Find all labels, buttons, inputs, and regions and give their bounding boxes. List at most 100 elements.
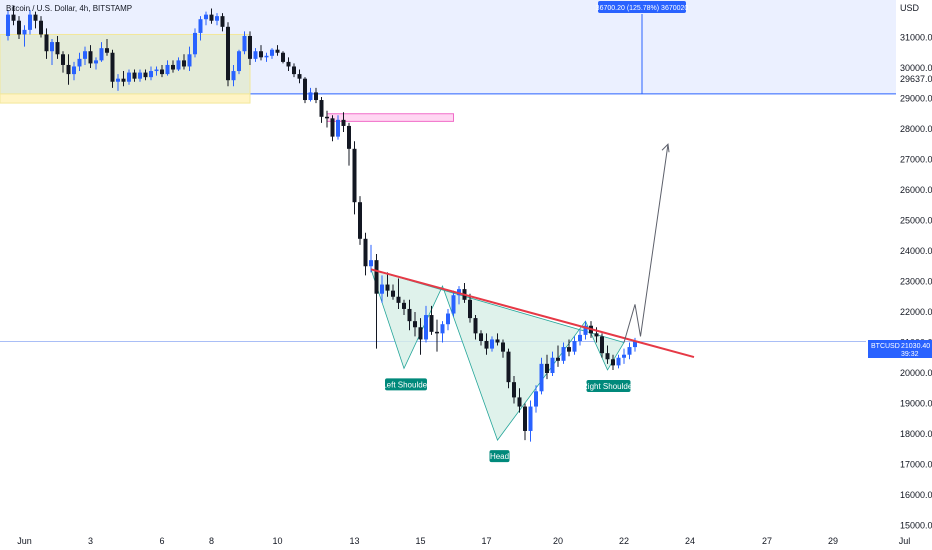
candle-body (242, 35, 247, 52)
candle-body (314, 92, 318, 101)
measure-box[interactable]: 36700.20 (125.78%) 3670020 (596, 1, 689, 13)
candle-body (110, 52, 115, 82)
candle-body (352, 148, 357, 203)
candle-body (193, 32, 197, 55)
candle-body (99, 48, 104, 61)
candle-body (605, 353, 610, 360)
candle-body (358, 202, 362, 239)
candle-body (259, 51, 263, 58)
candle-body (424, 315, 428, 340)
candle-body (286, 61, 291, 67)
candle-body (292, 66, 296, 75)
candle-body (611, 359, 615, 366)
measure-box-label: 36700.20 (125.78%) 3670020 (596, 5, 689, 12)
price-tick-label: 30000.00 (900, 63, 932, 73)
candle-body (33, 14, 38, 21)
candle-body (127, 72, 131, 82)
candle-body (380, 284, 384, 294)
candle-body (440, 324, 445, 334)
consolidation-lower-band (0, 93, 251, 104)
candle-body (391, 290, 395, 297)
candle-body (572, 340, 577, 352)
candle-body (215, 16, 219, 21)
candle-body (539, 363, 544, 392)
left-shoulder-label[interactable]: Left Shoulder (382, 378, 430, 391)
candle-body (28, 14, 32, 30)
candle-body (523, 406, 527, 431)
candle-body (264, 55, 269, 58)
candle-body (517, 397, 522, 407)
candle-body (363, 238, 368, 267)
candle-body (231, 71, 236, 81)
candle-body (171, 64, 175, 70)
candle-body (308, 92, 313, 101)
candle-body (237, 51, 241, 72)
time-tick-label: 6 (159, 536, 164, 546)
candle-body (39, 20, 43, 35)
price-tick-label: 29637.08 (900, 74, 932, 84)
candle-body (451, 295, 456, 314)
right-shoulder-badge (586, 379, 631, 392)
head-label[interactable]: Head (489, 450, 510, 463)
price-tick-label: 25000.00 (900, 216, 932, 226)
price-tick-label: 22000.00 (900, 307, 932, 317)
price-tick-label: 18000.00 (900, 429, 932, 439)
head-badge (489, 450, 510, 463)
candle-body (402, 302, 406, 309)
candle-body (176, 60, 181, 70)
candle-body (281, 52, 285, 62)
time-tick-label: 27 (762, 536, 772, 546)
price-tick-label: 20000.00 (900, 368, 932, 378)
candle-body (385, 284, 390, 291)
projection-path[interactable] (623, 144, 669, 343)
candle-body (512, 382, 516, 398)
supply-zone (326, 113, 454, 122)
time-tick-label: 10 (272, 536, 282, 546)
candle-body (501, 342, 505, 352)
price-tick-label: 23000.00 (900, 277, 932, 287)
time-tick-label: 15 (415, 536, 425, 546)
candle-body (154, 69, 159, 72)
candle-body (72, 66, 76, 75)
candle-body (633, 340, 637, 348)
candle-body (506, 351, 511, 383)
candle-body (149, 71, 153, 78)
time-tick-label: 24 (685, 536, 695, 546)
price-tick-label: 19000.00 (900, 399, 932, 409)
candle-body (594, 333, 599, 337)
candle-body (94, 60, 98, 64)
candle-body (374, 260, 379, 294)
last-price-tag: BTCUSD 21030.40 39:32 (868, 340, 932, 358)
candle-body (44, 34, 49, 52)
candle-body (105, 48, 109, 53)
candle-body (435, 331, 439, 334)
candle-body (209, 14, 214, 21)
candle-body (396, 296, 401, 303)
time-tick-label: Jul (899, 536, 911, 546)
candle-body (160, 69, 164, 75)
countdown-timer: 39:32 (901, 351, 919, 358)
time-tick-label: 29 (828, 536, 838, 546)
candle-body (204, 14, 208, 20)
candle-body (22, 29, 27, 35)
neckline-trendline[interactable] (370, 268, 695, 359)
right-shoulder-label[interactable]: Right Shoulder (582, 379, 635, 392)
candle-body (116, 78, 120, 82)
time-tick-label: 20 (553, 536, 563, 546)
last-price-value: 21030.40 (901, 343, 930, 350)
price-tick-label: 27000.00 (900, 155, 932, 165)
candle-body (182, 60, 186, 67)
candle-body (616, 357, 621, 366)
last-price-symbol: BTCUSD (871, 343, 900, 350)
price-tick-label: 15000.00 (900, 521, 932, 531)
candle-body (490, 339, 494, 349)
time-tick-label: 22 (619, 536, 629, 546)
candle-body (556, 357, 560, 361)
time-axis[interactable]: Jun 3 6 8 10 13 15 17 20 22 24 27 29 Jul (17, 536, 910, 546)
candle-body (50, 42, 54, 52)
measure-box-background (598, 1, 686, 13)
candle-body (138, 72, 142, 79)
candle-body (495, 339, 500, 343)
